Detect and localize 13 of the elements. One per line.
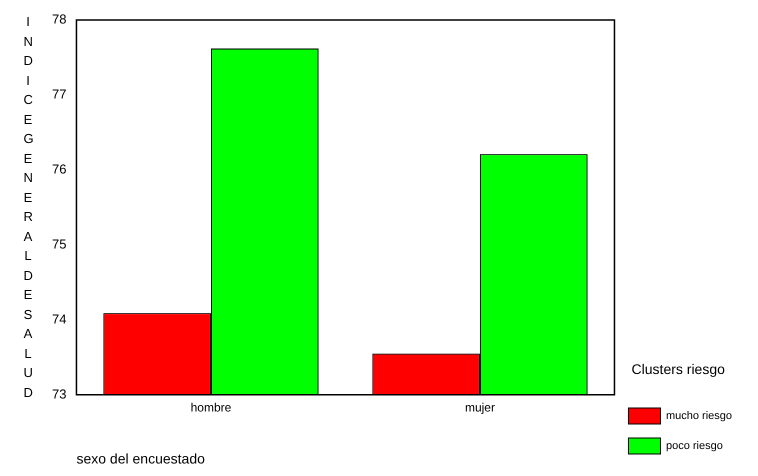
y-tick-label: 73 — [52, 386, 66, 402]
x-tick-label: mujer — [464, 400, 495, 414]
y-tick-label: 75 — [52, 236, 66, 252]
legend-label: mucho riesgo — [666, 410, 732, 422]
y-tick-label: 74 — [52, 311, 66, 326]
y-tick-label: 78 — [52, 12, 66, 27]
legend-label: poco riesgo — [666, 440, 723, 452]
x-axis-title: sexo del encuestado — [76, 450, 206, 466]
x-tick-label: hombre — [190, 400, 232, 414]
text: INDICEGENERALDESALUD — [23, 14, 34, 400]
y-tick-label: 77 — [52, 86, 66, 102]
y-tick-label: 76 — [52, 162, 66, 176]
legend-title: Clusters riesgo — [632, 361, 726, 378]
